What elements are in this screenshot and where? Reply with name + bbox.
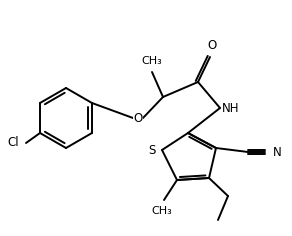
Text: N: N [273, 146, 282, 159]
Text: CH₃: CH₃ [142, 56, 162, 66]
Text: CH₃: CH₃ [152, 206, 172, 216]
Text: Cl: Cl [7, 136, 19, 149]
Text: O: O [207, 39, 217, 52]
Text: O: O [133, 111, 142, 125]
Text: NH: NH [222, 101, 239, 114]
Text: S: S [149, 143, 156, 156]
